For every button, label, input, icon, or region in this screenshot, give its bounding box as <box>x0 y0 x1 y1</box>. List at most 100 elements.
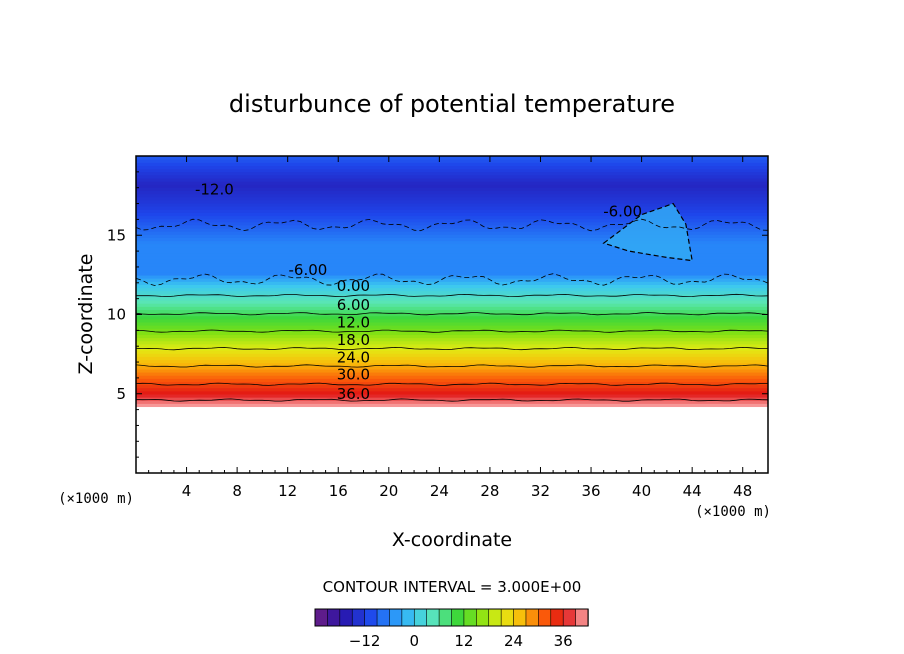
field-band <box>136 343 768 348</box>
colorbar-cell <box>327 608 341 627</box>
colorbar-ticks: −12 0 12 24 36 <box>349 632 573 650</box>
contour-line <box>136 293 768 298</box>
x-tick-label: 36 <box>581 482 600 500</box>
colorbar-tick-label: −12 <box>349 632 381 650</box>
colorbar-cell <box>413 608 428 627</box>
field-band <box>136 256 768 260</box>
x-tick-label: 8 <box>232 482 242 500</box>
colorbar-tick-label: 24 <box>504 632 523 650</box>
field-band <box>136 237 768 242</box>
field-band <box>136 159 768 163</box>
field-band <box>136 271 768 276</box>
colorbar-cell <box>513 608 527 627</box>
colorbar-cell <box>500 608 515 627</box>
field-band <box>136 171 768 176</box>
colorbar-cells <box>314 608 589 627</box>
contour-label: 18.0 <box>337 331 370 349</box>
field-band <box>136 346 768 351</box>
contour-line <box>136 382 768 386</box>
contour-label: 0.00 <box>337 277 370 295</box>
contour-line <box>136 218 768 232</box>
x-tick-label: 28 <box>480 482 499 500</box>
field-band <box>136 334 768 339</box>
contour-lines <box>136 202 768 402</box>
field-band <box>136 212 768 217</box>
contour-line <box>136 273 768 287</box>
field-band <box>136 368 768 373</box>
field-band <box>136 340 768 345</box>
field-band <box>136 306 768 310</box>
field-band <box>136 206 768 210</box>
contour-line <box>136 329 768 333</box>
colorbar-cell <box>525 608 540 627</box>
contour-label: 6.00 <box>337 296 370 314</box>
colorbar-frame <box>314 608 589 627</box>
contour-label: 24.0 <box>337 348 370 366</box>
field-band <box>136 174 768 179</box>
field-band <box>136 400 768 404</box>
x-tick-label: 12 <box>278 482 297 500</box>
field-band <box>136 365 768 370</box>
field-band <box>136 184 768 188</box>
x-axis-unit: (×1000 m) <box>695 504 771 520</box>
x-tick-label: 4 <box>182 482 192 500</box>
y-axis-label: Z-coordinate <box>75 254 97 375</box>
field-band <box>136 243 768 248</box>
field-band <box>136 199 768 204</box>
field-band <box>136 328 768 332</box>
y-tick-label: 15 <box>107 226 126 244</box>
colorbar-cell <box>389 608 403 627</box>
field-band <box>136 209 768 213</box>
field-band <box>136 362 768 367</box>
field-band <box>136 262 768 267</box>
colorbar-tick-label: 12 <box>454 632 473 650</box>
contour-line <box>136 398 768 402</box>
colorbar-cell <box>351 608 366 627</box>
field-band <box>136 309 768 314</box>
field-band <box>136 290 768 295</box>
plot-area: -12.0-6.00-6.000.006.0012.018.024.030.03… <box>107 155 769 500</box>
field-band <box>136 359 768 364</box>
field-band <box>136 156 768 160</box>
chart-title: disturbunce of potential temperature <box>229 90 675 118</box>
field-band <box>136 375 768 379</box>
field-band <box>136 378 768 382</box>
field-band <box>136 177 768 182</box>
field-band <box>136 303 768 307</box>
x-tick-label: 32 <box>531 482 550 500</box>
field-band <box>136 331 768 336</box>
colorbar-cell <box>476 608 490 627</box>
field-band <box>136 193 768 198</box>
field-band <box>136 325 768 329</box>
field-band <box>136 265 768 270</box>
x-tick-label: 24 <box>430 482 449 500</box>
colorbar-cell <box>550 608 564 627</box>
field-band <box>136 253 768 257</box>
field-band <box>136 190 768 195</box>
field-band <box>136 281 768 285</box>
colorbar-cell <box>314 608 329 627</box>
field-band <box>136 246 768 251</box>
field-band <box>136 356 768 361</box>
colorbar-cell <box>376 608 391 627</box>
field-band <box>136 234 768 238</box>
field-band <box>136 218 768 223</box>
field-band <box>136 321 768 326</box>
field-band <box>136 168 768 173</box>
field-band <box>136 202 768 207</box>
colorbar-cell <box>562 608 577 627</box>
field-band <box>136 249 768 254</box>
field-band <box>136 390 768 395</box>
field-band <box>136 337 768 342</box>
x-tick-label: 48 <box>733 482 752 500</box>
field-band <box>136 181 768 185</box>
contour-line <box>602 202 693 262</box>
contour-label: -12.0 <box>195 180 234 198</box>
field-band <box>136 318 768 323</box>
y-axis-unit: (×1000 m) <box>58 491 134 507</box>
field-fill <box>136 156 768 408</box>
contour-label: -6.00 <box>603 202 642 220</box>
field-band <box>136 397 768 401</box>
colorbar-tick-label: 36 <box>554 632 573 650</box>
field-band <box>136 384 768 389</box>
